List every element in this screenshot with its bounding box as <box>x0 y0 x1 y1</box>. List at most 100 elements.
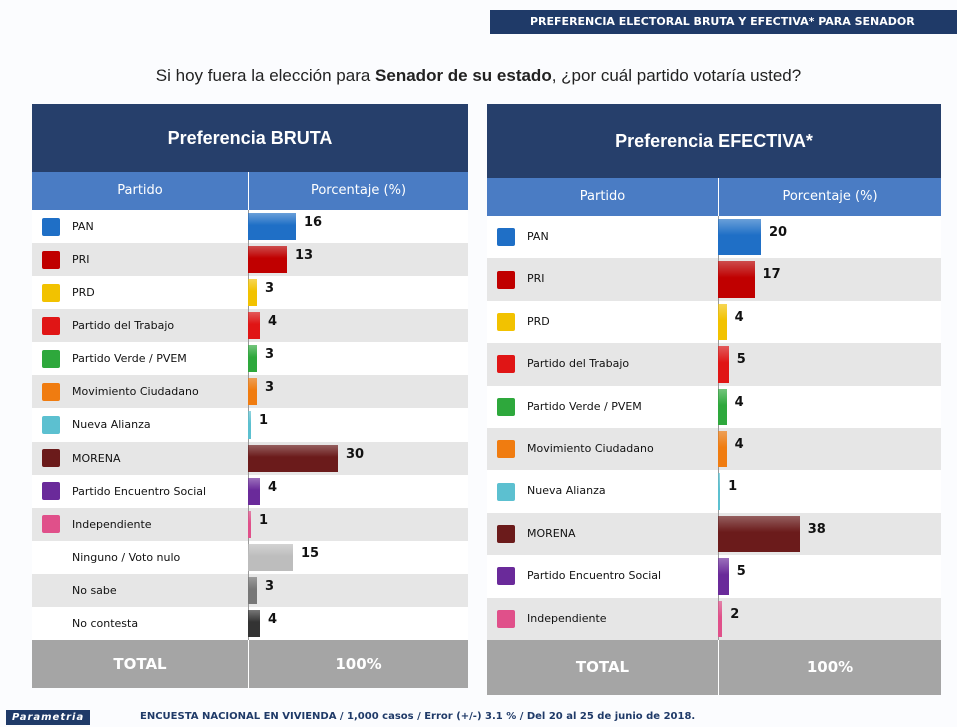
column-header: Porcentaje (%) <box>248 172 468 210</box>
party-logo <box>42 217 60 236</box>
bar <box>718 388 727 425</box>
table-title: Preferencia BRUTA <box>32 104 468 172</box>
value-label: 3 <box>265 281 275 297</box>
party-name: Partido Encuentro Social <box>72 484 207 498</box>
value-label: 4 <box>734 437 744 452</box>
bar <box>248 477 260 505</box>
party-logo <box>42 316 60 335</box>
value-label: 4 <box>268 611 278 627</box>
brand: Parametria <box>6 710 91 725</box>
header-title: PREFERENCIA ELECTORAL BRUTA Y EFECTIVA* … <box>490 10 957 34</box>
bar <box>718 346 729 383</box>
column-header: Porcentaje (%) <box>718 178 941 216</box>
question-bold: Senador de su estado <box>375 66 552 85</box>
party-name: Movimiento Ciudadano <box>72 385 199 399</box>
value-label: 2 <box>730 606 740 622</box>
party-name: MORENA <box>72 451 121 465</box>
party-logo <box>42 250 60 269</box>
party-logo <box>497 482 515 501</box>
bar <box>718 219 761 256</box>
table-row <box>487 385 941 428</box>
value-label: 13 <box>295 248 314 264</box>
party-name: Partido Verde / PVEM <box>527 399 642 413</box>
bar <box>248 312 260 340</box>
column-header: Partido <box>487 178 718 216</box>
party-logo <box>497 567 515 586</box>
party-name: Partido del Trabajo <box>72 319 175 333</box>
question: Si hoy fuera la elección para Senador de… <box>0 66 957 86</box>
bar <box>718 473 721 510</box>
party-name: Independiente <box>72 517 152 531</box>
bar <box>248 510 251 538</box>
value-label: 1 <box>259 413 269 429</box>
value-label: 5 <box>736 352 746 368</box>
question-text: , ¿por cuál partido votaría usted? <box>551 66 802 85</box>
table-row <box>487 343 941 386</box>
value-label: 3 <box>265 347 275 363</box>
table-row <box>487 597 941 640</box>
column-header: Partido <box>32 172 248 210</box>
party-logo <box>497 313 515 331</box>
value-label: 4 <box>734 309 744 325</box>
value-label: 1 <box>259 512 269 528</box>
bar <box>248 411 251 439</box>
bar <box>248 279 257 307</box>
table-row <box>487 216 941 259</box>
table-row <box>487 300 941 344</box>
value-label: 4 <box>268 314 278 330</box>
value-label: 15 <box>301 545 320 561</box>
bar <box>718 431 727 468</box>
footer-text: ENCUESTA NACIONAL EN VIVIENDA / 1,000 ca… <box>140 711 696 722</box>
party-name: PRD <box>72 286 95 300</box>
party-name: PAN <box>527 230 549 243</box>
bar <box>718 558 729 595</box>
total-value: 100% <box>248 640 468 688</box>
value-label: 5 <box>736 564 746 580</box>
party-name: Nueva Alianza <box>72 418 151 432</box>
party-logo <box>42 449 60 468</box>
table-row <box>487 555 941 598</box>
party-logo <box>42 283 60 302</box>
bar <box>248 213 296 241</box>
party-name: PRI <box>527 272 545 286</box>
total-value: 100% <box>718 640 941 695</box>
bar <box>248 345 257 373</box>
bar <box>248 246 287 274</box>
value-label: 4 <box>268 479 278 495</box>
table-row <box>487 428 941 471</box>
party-logo <box>42 515 60 534</box>
party-name: Ninguno / Voto nulo <box>72 550 181 564</box>
party-logo <box>497 609 515 628</box>
bar <box>718 600 723 637</box>
party-logo <box>497 270 515 289</box>
party-logo <box>497 525 515 543</box>
party-logo <box>497 228 515 247</box>
value-label: 17 <box>762 267 781 283</box>
party-name: PAN <box>72 220 94 233</box>
party-logo <box>497 440 515 459</box>
bar <box>718 261 755 298</box>
table-title: Preferencia EFECTIVA* <box>487 104 941 178</box>
bar <box>718 515 800 553</box>
party-name: Movimiento Ciudadano <box>527 442 654 455</box>
total-label: TOTAL <box>32 640 248 688</box>
party-name: No contesta <box>72 616 139 630</box>
value-label: 38 <box>807 521 826 537</box>
party-name: Independiente <box>527 611 607 625</box>
value-label: 1 <box>728 479 738 495</box>
table-row <box>487 512 941 556</box>
value-label: 4 <box>734 394 744 410</box>
party-name: Partido del Trabajo <box>527 357 630 371</box>
party-logo <box>42 382 60 401</box>
party-name: PRD <box>527 314 550 328</box>
party-logo <box>42 482 60 501</box>
party-name: PRI <box>72 253 90 267</box>
question-text: Si hoy fuera la elección para <box>155 66 376 85</box>
table-row <box>487 258 941 301</box>
total-label: TOTAL <box>487 640 718 695</box>
value-label: 3 <box>265 578 275 594</box>
value-label: 3 <box>265 380 275 396</box>
bar <box>248 576 257 604</box>
bar <box>248 378 257 406</box>
